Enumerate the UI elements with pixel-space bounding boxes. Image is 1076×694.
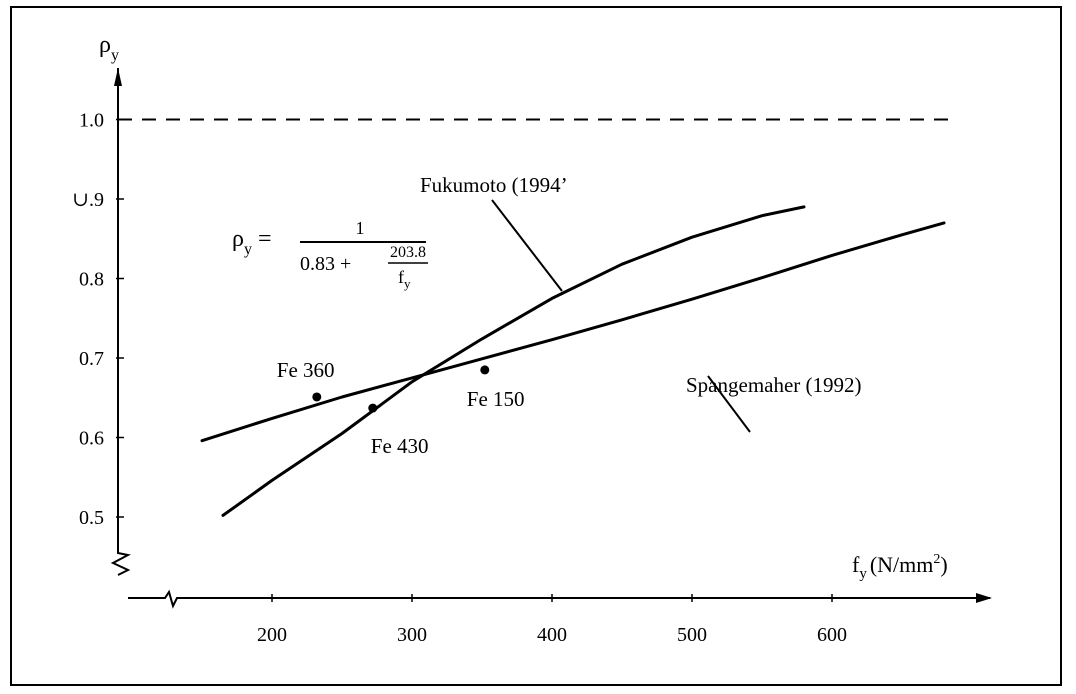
- y-axis-label: ρy: [99, 32, 119, 64]
- formula-lhs: ρy =: [232, 226, 272, 258]
- y-tick-label-0.5: 0.5: [79, 507, 104, 529]
- x-tick-label-600: 600: [817, 624, 847, 646]
- x-axis-line: [128, 589, 992, 609]
- point-fe-360: [312, 392, 322, 402]
- x-axis-label: fy (N/mm2): [852, 552, 948, 582]
- series-labels-group: Fukumoto (1994ʼ Spangemaher (1992): [420, 173, 862, 433]
- y-tick-label-0.7: 0.7: [79, 348, 104, 370]
- x-tick-label-500: 500: [677, 624, 707, 646]
- y-tick-label-0.8: 0.8: [79, 269, 104, 291]
- axes: 200 300 400 500 600 0.5 0.6 0.7 0.8 ∪.9 1.0: [72, 68, 992, 646]
- leader-line-spangemaher: [707, 375, 751, 433]
- points-group: Fe 360 Fe 430 Fe 150: [277, 358, 525, 458]
- series-line-fukumoto: [221, 205, 806, 517]
- y-axis-arrow: [114, 68, 122, 86]
- y-axis-line: [110, 68, 131, 576]
- formula-denominator: 0.83 +: [300, 253, 351, 275]
- formula-inner-denominator: fy: [398, 267, 411, 291]
- point-label-fe-430: Fe 430: [371, 434, 429, 458]
- series-group: [200, 205, 946, 517]
- point-label-fe-150: Fe 150: [467, 387, 525, 411]
- x-tick-label-400: 400: [537, 624, 567, 646]
- series-label-spangemaher: Spangemaher (1992): [686, 373, 862, 397]
- point-label-fe-360: Fe 360: [277, 358, 335, 382]
- series-label-fukumoto: Fukumoto (1994ʼ: [420, 173, 568, 197]
- x-tick-label-300: 300: [397, 624, 427, 646]
- point-fe-150: [480, 365, 490, 375]
- formula: ρy = 1 0.83 + 203.8 fy: [232, 218, 428, 291]
- y-tick-label-1: 1.0: [79, 110, 104, 132]
- x-tick-label-200: 200: [257, 624, 287, 646]
- formula-inner-numerator: 203.8: [390, 244, 426, 261]
- y-tick-label-0.6: 0.6: [79, 428, 104, 450]
- y-tick-label-0.9: ∪.9: [72, 189, 104, 211]
- point-fe-430: [368, 403, 378, 413]
- leader-line-fukumoto: [491, 199, 563, 292]
- series-line-spangemaher: [200, 221, 946, 443]
- formula-numerator: 1: [356, 218, 365, 238]
